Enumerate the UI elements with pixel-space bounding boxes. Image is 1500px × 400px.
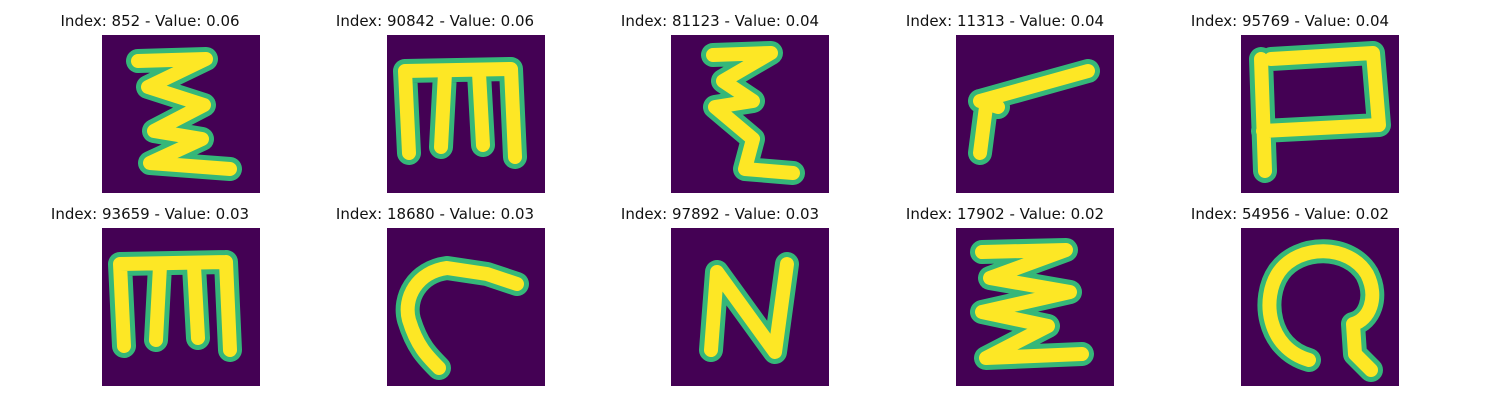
image-panel: Index: 852 - Value: 0.06 (0, 0, 300, 193)
glyph-image (671, 228, 829, 386)
zigzag-icon (701, 41, 805, 185)
glyph-stroke (113, 255, 237, 357)
image-panel: Index: 18680 - Value: 0.03 (285, 193, 585, 386)
image-panel: Index: 97892 - Value: 0.03 (570, 193, 870, 386)
z-zigzag-icon (126, 47, 242, 181)
glyph-stroke (1254, 46, 1386, 178)
q-loop-icon (1257, 239, 1385, 382)
glyph-edge (108, 250, 242, 362)
glyph-stroke (973, 64, 1095, 160)
glyph-edge (1249, 41, 1391, 183)
image-panel: Index: 95769 - Value: 0.04 (1140, 0, 1440, 193)
glyph-edge (393, 57, 527, 169)
check-stroke-icon (968, 59, 1100, 165)
image-panel: Index: 11313 - Value: 0.04 (855, 0, 1155, 193)
image-panel: Index: 54956 - Value: 0.02 (1140, 193, 1440, 386)
glyph-image (671, 35, 829, 193)
n-shape-icon (699, 252, 799, 364)
e-zigzag-icon (970, 238, 1094, 370)
panel-title: Index: 97892 - Value: 0.03 (620, 205, 820, 223)
glyph-image (1241, 35, 1399, 193)
p-shape-icon (1249, 41, 1391, 183)
panel-title: Index: 95769 - Value: 0.04 (1190, 12, 1390, 30)
glyph-stroke (706, 46, 800, 180)
panel-title: Index: 93659 - Value: 0.03 (50, 205, 250, 223)
glyph-image (956, 35, 1114, 193)
m-shape-icon (393, 57, 527, 169)
panel-title: Index: 54956 - Value: 0.02 (1190, 205, 1390, 223)
image-panel: Index: 90842 - Value: 0.06 (285, 0, 585, 193)
glyph-stroke (975, 243, 1089, 365)
panel-title: Index: 852 - Value: 0.06 (60, 12, 240, 30)
glyph-image (102, 35, 260, 193)
c-curve-icon (395, 256, 529, 380)
glyph-image (387, 228, 545, 386)
glyph-stroke (398, 62, 522, 164)
panel-title: Index: 18680 - Value: 0.03 (335, 205, 535, 223)
image-panel: Index: 93659 - Value: 0.03 (0, 193, 300, 386)
m-shape-icon (108, 250, 242, 362)
glyph-image (1241, 228, 1399, 386)
glyph-stroke (704, 257, 794, 359)
panel-title: Index: 81123 - Value: 0.04 (620, 12, 820, 30)
glyph-stroke (131, 52, 237, 176)
glyph-image (956, 228, 1114, 386)
panel-title: Index: 90842 - Value: 0.06 (335, 12, 535, 30)
glyph-stroke (400, 261, 524, 375)
panel-title: Index: 11313 - Value: 0.04 (905, 12, 1105, 30)
image-panel: Index: 81123 - Value: 0.04 (570, 0, 870, 193)
image-panel: Index: 17902 - Value: 0.02 (855, 193, 1155, 386)
glyph-stroke (1262, 244, 1380, 377)
glyph-image (387, 35, 545, 193)
panel-title: Index: 17902 - Value: 0.02 (905, 205, 1105, 223)
glyph-image (102, 228, 260, 386)
